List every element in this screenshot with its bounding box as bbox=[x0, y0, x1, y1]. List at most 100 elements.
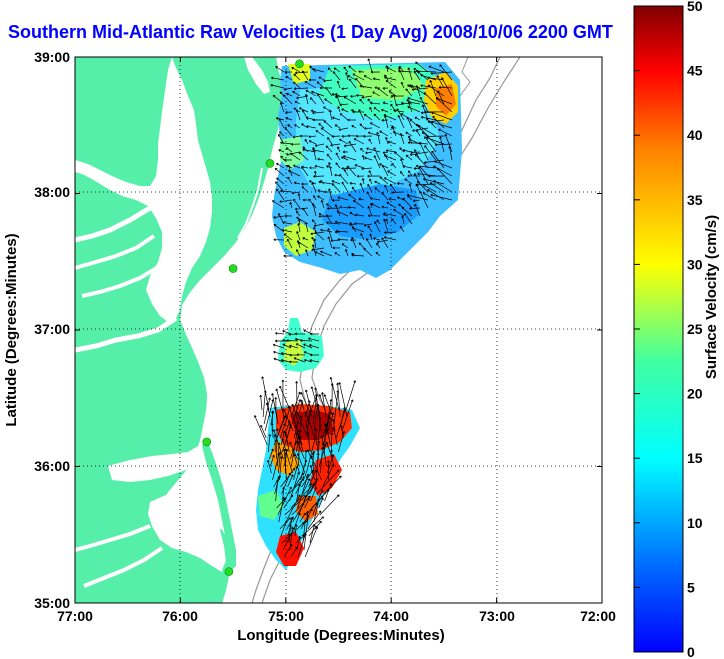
velocity-vector bbox=[294, 207, 309, 211]
velocity-vector bbox=[313, 175, 325, 178]
velocity-vector bbox=[309, 523, 316, 544]
velocity-vector bbox=[295, 343, 306, 349]
velocity-vector bbox=[287, 474, 294, 488]
velocity-vector bbox=[285, 147, 293, 153]
velocity-vector bbox=[293, 512, 301, 530]
velocity-vector bbox=[272, 343, 285, 349]
velocity-vector bbox=[266, 459, 272, 474]
velocity-vector bbox=[391, 218, 397, 225]
velocity-vector bbox=[414, 153, 429, 169]
velocity-vector bbox=[431, 111, 453, 121]
velocity-vector bbox=[373, 113, 381, 121]
velocity-vector bbox=[385, 149, 397, 153]
velocity-vector bbox=[286, 339, 299, 342]
velocity-vector bbox=[305, 424, 311, 453]
velocity-vector bbox=[435, 97, 453, 113]
velocity-vector bbox=[352, 110, 364, 114]
velocity-vector bbox=[290, 142, 301, 146]
velocity-vector bbox=[367, 225, 373, 233]
velocity-vector bbox=[352, 199, 365, 209]
velocity-vector bbox=[308, 469, 317, 488]
velocity-vector bbox=[310, 231, 325, 236]
pamlico-sound bbox=[148, 470, 226, 572]
colorbar-tick-label: 40 bbox=[687, 127, 703, 143]
velocity-vector bbox=[382, 86, 389, 90]
velocity-vector bbox=[347, 205, 357, 209]
velocity-vector bbox=[385, 155, 397, 161]
colorbar-tick-label: 10 bbox=[687, 515, 703, 531]
velocity-vector bbox=[386, 201, 397, 209]
velocity-vector bbox=[314, 143, 325, 147]
velocity-vector bbox=[298, 436, 301, 467]
velocity-vector bbox=[293, 81, 301, 89]
velocity-vector bbox=[369, 122, 381, 129]
velocity-vector bbox=[363, 113, 373, 121]
velocity-vector bbox=[444, 133, 453, 153]
velocity-vector bbox=[388, 90, 397, 97]
velocity-vector bbox=[275, 66, 285, 73]
velocity-vector bbox=[302, 478, 311, 495]
velocity-vector bbox=[396, 108, 405, 121]
velocity-vector bbox=[326, 203, 333, 209]
velocity-vector bbox=[363, 134, 373, 138]
velocity-vector bbox=[399, 133, 405, 145]
velocity-vector bbox=[401, 206, 413, 217]
velocity-vector bbox=[407, 141, 429, 145]
velocity-vector bbox=[408, 84, 429, 97]
velocity-vector bbox=[337, 106, 341, 113]
velocity-vector bbox=[337, 431, 346, 453]
velocity-vector bbox=[351, 253, 365, 257]
velocity-vector bbox=[429, 80, 437, 97]
velocity-vector bbox=[311, 182, 317, 193]
velocity-vector bbox=[311, 247, 325, 252]
y-tick-labels: 39:00 38:00 37:00 36:00 35:00 bbox=[34, 49, 70, 611]
velocity-vector bbox=[342, 150, 349, 154]
velocity-vector bbox=[345, 380, 357, 411]
velocity-vector bbox=[297, 223, 301, 233]
velocity-vector bbox=[382, 151, 389, 155]
velocity-vector bbox=[316, 416, 322, 453]
velocity-vector bbox=[348, 65, 357, 73]
y-tick-label: 37:00 bbox=[34, 321, 70, 337]
velocity-vector bbox=[341, 181, 349, 193]
velocity-vector bbox=[291, 403, 300, 425]
velocity-vector bbox=[358, 70, 365, 74]
velocity-vector bbox=[347, 118, 356, 122]
velocity-vector bbox=[298, 483, 313, 516]
velocity-vector bbox=[367, 205, 373, 217]
velocity-vector bbox=[351, 237, 357, 249]
velocity-vector bbox=[282, 343, 292, 349]
velocity-vector bbox=[289, 344, 299, 349]
velocity-vectors bbox=[253, 58, 453, 558]
velocity-vector bbox=[428, 174, 445, 178]
velocity-vector bbox=[409, 207, 421, 210]
velocity-vector bbox=[289, 152, 301, 161]
velocity-vector bbox=[417, 125, 437, 137]
velocity-vector bbox=[311, 219, 317, 225]
velocity-vector bbox=[330, 432, 334, 453]
velocity-vector bbox=[338, 127, 349, 131]
velocity-vector bbox=[323, 475, 342, 495]
velocity-vector bbox=[347, 165, 357, 177]
velocity-vector bbox=[309, 359, 320, 363]
velocity-vector bbox=[318, 180, 333, 185]
velocity-vector bbox=[313, 498, 321, 523]
velocity-vector bbox=[343, 155, 357, 161]
velocity-vector bbox=[353, 138, 365, 145]
james-river bbox=[75, 315, 178, 353]
velocity-vector bbox=[381, 237, 389, 249]
velocity-vector bbox=[404, 212, 413, 225]
velocity-vector bbox=[347, 134, 357, 138]
velocity-vector bbox=[358, 109, 365, 121]
velocity-vector bbox=[298, 151, 309, 161]
velocity-vector bbox=[270, 454, 275, 467]
velocity-vector bbox=[309, 166, 317, 170]
velocity-vector bbox=[296, 453, 308, 481]
velocity-vector bbox=[299, 134, 308, 138]
velocity-vector bbox=[428, 65, 445, 73]
velocity-vector bbox=[308, 344, 320, 349]
velocity-vector bbox=[426, 136, 445, 145]
velocity-vector bbox=[381, 192, 389, 201]
pamlico-river bbox=[75, 524, 151, 552]
velocity-vector bbox=[323, 120, 333, 129]
